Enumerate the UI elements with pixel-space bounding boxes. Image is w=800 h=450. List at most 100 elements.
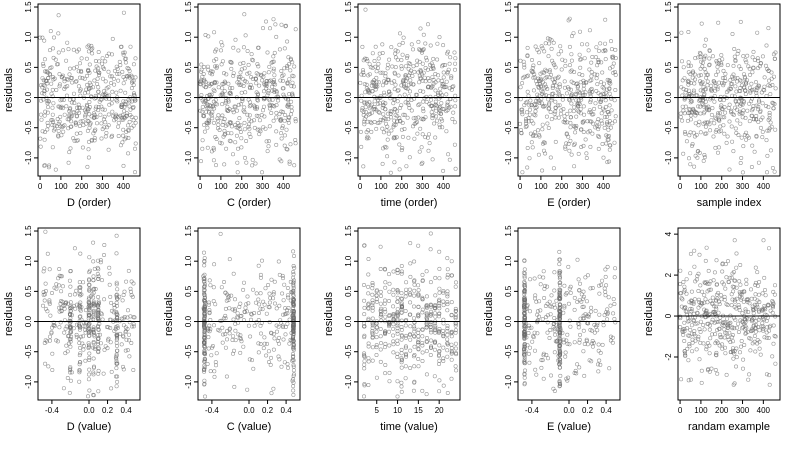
data-point <box>435 57 440 62</box>
y-tick-label: -1.0 <box>504 150 513 164</box>
data-point <box>77 340 82 345</box>
data-point <box>436 303 441 308</box>
data-point <box>281 92 286 97</box>
data-point <box>762 303 767 308</box>
data-point <box>546 97 551 102</box>
data-point <box>558 269 563 274</box>
data-point <box>131 78 136 83</box>
data-point <box>382 301 387 306</box>
data-point <box>239 145 244 150</box>
data-point <box>416 340 421 345</box>
data-point <box>93 303 98 308</box>
data-point <box>381 103 386 108</box>
data-point <box>241 344 246 349</box>
x-tick-label: 0 <box>678 406 683 415</box>
data-point <box>688 377 693 382</box>
data-point <box>558 288 563 293</box>
data-point <box>393 48 398 53</box>
data-point <box>433 135 438 140</box>
data-point <box>562 85 567 90</box>
data-point <box>581 349 586 354</box>
data-point <box>212 58 217 63</box>
data-point <box>613 266 618 271</box>
data-point <box>291 263 296 268</box>
data-point <box>563 350 568 355</box>
data-point <box>420 350 425 355</box>
data-point <box>292 163 297 168</box>
data-point <box>529 118 534 123</box>
data-point <box>687 315 692 320</box>
data-point <box>441 62 446 67</box>
data-point <box>202 129 207 134</box>
data-point <box>578 127 583 132</box>
data-point <box>557 311 562 316</box>
data-point <box>91 299 96 304</box>
data-point <box>245 48 250 53</box>
data-point <box>732 326 737 331</box>
data-point <box>372 120 377 125</box>
data-point <box>724 372 729 377</box>
data-point <box>604 87 609 92</box>
data-point <box>768 120 773 125</box>
data-point <box>87 112 92 117</box>
x-tick-label: 300 <box>576 182 590 191</box>
data-point <box>562 283 567 288</box>
data-point <box>256 72 261 77</box>
data-point <box>235 120 240 125</box>
data-point <box>441 70 446 75</box>
data-point <box>246 62 251 67</box>
data-point <box>603 104 608 109</box>
data-point <box>522 352 527 357</box>
data-point <box>437 378 442 383</box>
data-point <box>124 337 129 342</box>
data-point <box>67 341 72 346</box>
data-point <box>525 146 530 151</box>
data-point <box>424 99 429 104</box>
data-point <box>206 346 211 351</box>
data-point <box>760 321 765 326</box>
data-point <box>532 102 537 107</box>
data-point <box>124 74 129 79</box>
data-point <box>537 101 542 106</box>
data-point <box>382 331 387 336</box>
data-point <box>743 330 748 335</box>
data-point <box>719 62 724 67</box>
data-point <box>380 50 385 55</box>
data-point <box>608 125 613 130</box>
data-point <box>441 289 446 294</box>
data-point <box>680 93 685 98</box>
data-point <box>612 301 617 306</box>
data-point <box>732 54 737 59</box>
data-point <box>552 305 557 310</box>
data-point <box>362 243 367 248</box>
data-point <box>764 335 769 340</box>
data-point <box>42 137 47 142</box>
data-point <box>750 70 755 75</box>
data-point <box>448 55 453 60</box>
data-point <box>79 292 84 297</box>
data-point <box>231 45 236 50</box>
data-point <box>416 346 421 351</box>
data-point <box>728 350 733 355</box>
data-point <box>738 161 743 166</box>
data-point <box>64 324 69 329</box>
data-point <box>78 300 83 305</box>
data-point <box>606 127 611 132</box>
data-point <box>122 289 127 294</box>
data-point <box>412 364 417 369</box>
data-point <box>383 74 388 79</box>
data-point <box>221 332 226 337</box>
data-point <box>129 279 134 284</box>
data-point <box>106 338 111 343</box>
data-point <box>121 316 126 321</box>
data-point <box>42 163 47 168</box>
y-axis-label: residuals <box>483 291 495 336</box>
data-point <box>548 155 553 160</box>
data-point <box>560 97 565 102</box>
data-point <box>120 102 125 107</box>
data-point <box>737 279 742 284</box>
data-point <box>272 89 277 94</box>
data-point <box>707 56 712 61</box>
data-point <box>91 274 96 279</box>
data-point <box>116 78 121 83</box>
